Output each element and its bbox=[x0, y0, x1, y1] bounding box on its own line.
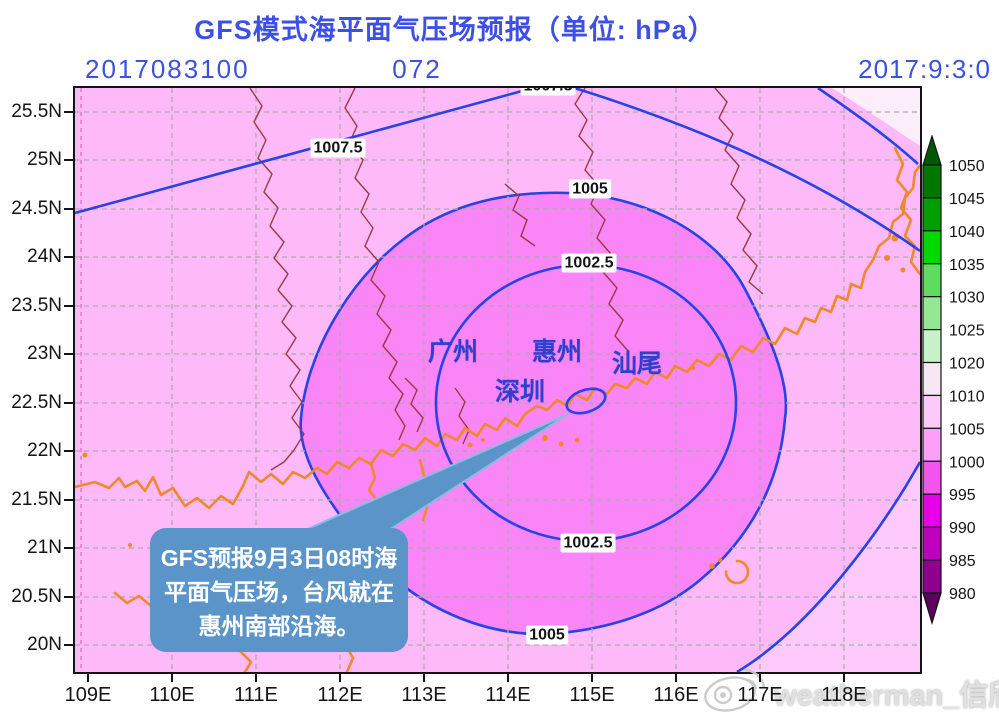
forecast-annotation-box: GFS预报9月3日08时海平面气压场，台风就在惠州南部沿海。 bbox=[150, 528, 408, 652]
colorbar-label: 1045 bbox=[949, 191, 985, 208]
y-axis-label: 23N bbox=[0, 343, 62, 365]
colorbar-label: 985 bbox=[949, 553, 976, 570]
colorbar-label: 1050 bbox=[949, 158, 985, 175]
x-axis-label: 113E bbox=[389, 684, 459, 707]
contour-value-label: 1007.5 bbox=[521, 86, 576, 96]
y-axis-tick bbox=[64, 208, 73, 210]
y-axis-tick bbox=[64, 547, 73, 549]
city-label: 广州 bbox=[428, 332, 478, 368]
y-axis-tick bbox=[64, 353, 73, 355]
colorbar-label: 1025 bbox=[949, 323, 985, 340]
colorbar-label: 1030 bbox=[949, 290, 985, 307]
y-axis-tick bbox=[64, 111, 73, 113]
weather-chart-page: GFS模式海平面气压场预报（单位: hPa） 2017083100 072 20… bbox=[0, 0, 999, 715]
y-axis-label: 21N bbox=[0, 537, 62, 559]
contour-value-label: 1005 bbox=[526, 626, 568, 645]
x-axis-tick bbox=[339, 674, 341, 682]
x-axis-label: 118E bbox=[809, 684, 879, 707]
y-axis-label: 25.5N bbox=[0, 101, 62, 123]
contour-value-label: 1002.5 bbox=[562, 254, 617, 273]
annotation-line: GFS预报9月3日08时海 bbox=[150, 541, 408, 575]
pressure-colorbar: 1050 1045 1040 1035 1030 1025 1020 1010 1005 1000… bbox=[921, 135, 999, 635]
x-axis-label: 116E bbox=[641, 684, 711, 707]
x-axis-tick bbox=[507, 674, 509, 682]
x-axis-tick bbox=[675, 674, 677, 682]
y-axis-tick bbox=[64, 644, 73, 646]
colorbar-label: 1000 bbox=[949, 454, 985, 471]
x-axis-label: 115E bbox=[557, 684, 627, 707]
y-axis-label: 20.5N bbox=[0, 586, 62, 608]
y-axis-tick bbox=[64, 159, 73, 161]
x-axis-tick bbox=[171, 674, 173, 682]
high-pressure-corner-region bbox=[832, 88, 920, 146]
x-axis-label: 111E bbox=[221, 684, 291, 707]
contour-value-label: 1005 bbox=[569, 180, 611, 199]
y-axis-tick bbox=[64, 596, 73, 598]
colorbar-label: 1005 bbox=[949, 421, 985, 438]
y-axis-label: 22.5N bbox=[0, 392, 62, 414]
y-axis-label: 20N bbox=[0, 634, 62, 656]
colorbar-label: 995 bbox=[949, 487, 976, 504]
x-axis-tick bbox=[87, 674, 89, 682]
page-title: GFS模式海平面气压场预报（单位: hPa） bbox=[75, 8, 835, 47]
x-axis-label: 114E bbox=[473, 684, 543, 707]
y-axis-label: 21.5N bbox=[0, 489, 62, 511]
forecast-hour-label: 072 bbox=[357, 54, 477, 85]
city-label: 惠州 bbox=[532, 332, 582, 368]
colorbar-label: 1035 bbox=[949, 257, 985, 274]
x-axis-tick bbox=[759, 674, 761, 682]
colorbar-label: 1020 bbox=[949, 356, 985, 373]
valid-time-label: 2017:9:3:0 bbox=[771, 54, 991, 85]
init-time-label: 2017083100 bbox=[85, 54, 250, 85]
colorbar-label: 980 bbox=[949, 586, 976, 603]
y-axis-tick bbox=[64, 499, 73, 501]
y-axis-label: 24.5N bbox=[0, 198, 62, 220]
y-axis-tick bbox=[64, 256, 73, 258]
x-axis-label: 117E bbox=[725, 684, 795, 707]
x-axis-label: 109E bbox=[53, 684, 123, 707]
colorbar-label: 1040 bbox=[949, 224, 985, 241]
y-axis-label: 24N bbox=[0, 246, 62, 268]
colorbar-label: 990 bbox=[949, 520, 976, 537]
y-axis-tick bbox=[64, 305, 73, 307]
city-label: 汕尾 bbox=[612, 344, 662, 380]
city-label: 深圳 bbox=[495, 372, 545, 408]
contour-value-label: 1007.5 bbox=[311, 139, 366, 158]
x-axis-label: 110E bbox=[137, 684, 207, 707]
x-axis-label: 112E bbox=[305, 684, 375, 707]
watermark-text: weatherman_信欣 bbox=[774, 672, 999, 714]
y-axis-label: 22N bbox=[0, 440, 62, 462]
y-axis-label: 23.5N bbox=[0, 295, 62, 317]
annotation-line: 平面气压场，台风就在 bbox=[150, 575, 408, 609]
y-axis-tick bbox=[64, 450, 73, 452]
y-axis-tick bbox=[64, 402, 73, 404]
x-axis-tick bbox=[423, 674, 425, 682]
x-axis-tick bbox=[591, 674, 593, 682]
y-axis-label: 25N bbox=[0, 149, 62, 171]
annotation-line: 惠州南部沿海。 bbox=[150, 609, 408, 643]
x-axis-tick bbox=[255, 674, 257, 682]
contour-value-label: 1002.5 bbox=[561, 534, 616, 553]
x-axis-tick bbox=[843, 674, 845, 682]
colorbar-label: 1010 bbox=[949, 388, 985, 405]
